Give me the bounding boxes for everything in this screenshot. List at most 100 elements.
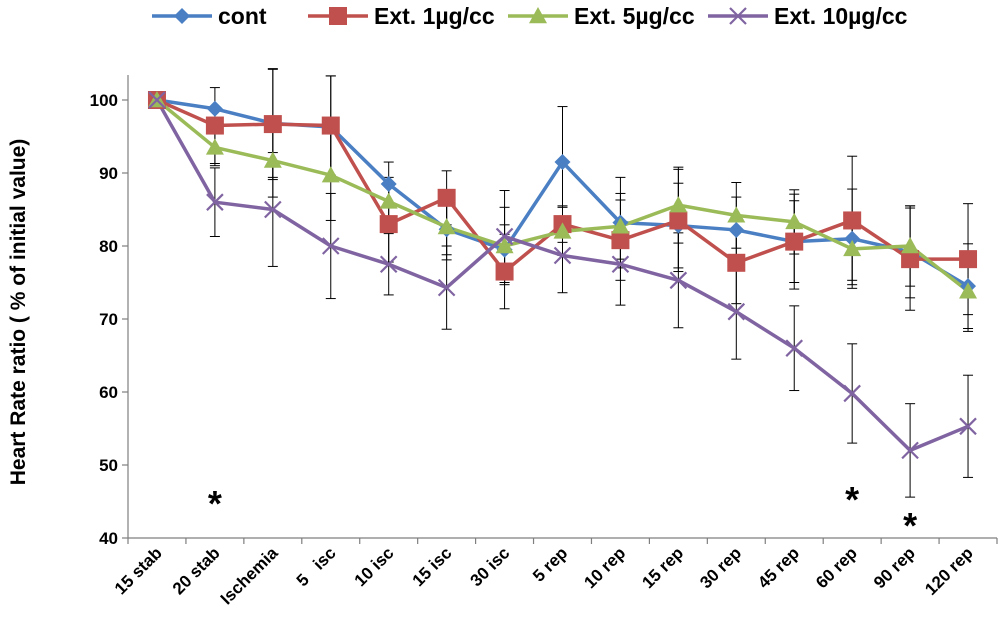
- data-point: [727, 253, 746, 272]
- legend-entry: Ext. 10µg/cc: [708, 3, 908, 29]
- y-tick-label: 60: [99, 383, 118, 402]
- legend-entry: Ext. 1µg/cc: [308, 3, 495, 29]
- x-marker-stroke: [321, 237, 340, 255]
- legend-label: cont: [218, 3, 267, 29]
- legend-marker: [174, 8, 190, 24]
- x-tick-label: 10 rep: [580, 543, 629, 592]
- data-point: [321, 237, 340, 255]
- data-point: [727, 302, 746, 321]
- data-point: [959, 417, 977, 436]
- data-point: [206, 100, 223, 117]
- data-point: [728, 221, 745, 238]
- data-point: [495, 237, 514, 254]
- y-tick-label: 50: [99, 456, 118, 475]
- y-tick-label: 80: [99, 237, 118, 256]
- x-marker-stroke: [727, 302, 746, 321]
- x-tick-label: 15 rep: [638, 543, 687, 592]
- data-point: [263, 151, 282, 168]
- annotations: * * *: [208, 479, 917, 546]
- legend-label: Ext. 10µg/cc: [774, 3, 908, 29]
- legend-entry: cont: [152, 3, 267, 29]
- data-point: [901, 441, 919, 460]
- x-marker-stroke: [843, 384, 861, 403]
- x-tick-label: 5 isc: [293, 543, 340, 590]
- x-tick-label: 10 isc: [351, 543, 398, 590]
- data-point: [843, 239, 862, 257]
- y-tick-label: 70: [99, 310, 118, 329]
- data-point: [727, 206, 746, 223]
- x-marker-stroke: [379, 255, 398, 274]
- data-point: [669, 271, 688, 290]
- x-tick-label: 30 rep: [696, 543, 745, 592]
- data-point: [669, 196, 688, 213]
- legend-label: Ext. 5µg/cc: [574, 3, 695, 29]
- y-tick-label: 100: [90, 91, 118, 110]
- x-marker-stroke: [148, 91, 166, 109]
- data-point: [206, 193, 224, 211]
- y-tick-label: 40: [99, 529, 118, 548]
- x-marker-stroke: [959, 417, 977, 436]
- data-point: [437, 278, 456, 297]
- y-axis-title: Heart Rate ratio ( % of initial value): [7, 139, 30, 486]
- x-marker-stroke: [785, 339, 804, 357]
- data-point: [148, 91, 166, 109]
- x-marker-stroke: [264, 200, 282, 219]
- data-point: [843, 384, 861, 403]
- legend-marker: [329, 7, 347, 25]
- data-point: [495, 227, 514, 246]
- legend-label: Ext. 1µg/cc: [374, 3, 495, 29]
- legend: cont Ext. 1µg/cc Ext. 5µg/cc Ext. 10µg/cc: [152, 3, 908, 29]
- x-tick-label: 45 rep: [754, 543, 803, 592]
- data-point: [380, 175, 397, 192]
- x-tick-label: 90 rep: [870, 543, 919, 592]
- data-point: [321, 116, 340, 135]
- data-point: [554, 154, 571, 171]
- x-marker-stroke: [901, 441, 919, 460]
- x-marker-stroke: [729, 7, 747, 25]
- data-point: [901, 237, 920, 254]
- legend-marker: [529, 7, 547, 24]
- data-point: [785, 339, 804, 357]
- x-marker-stroke: [206, 193, 224, 211]
- data-point: [379, 215, 398, 234]
- data-point: [611, 231, 630, 250]
- x-marker-stroke: [553, 246, 572, 265]
- data-point: [379, 192, 398, 209]
- data-point: [553, 246, 572, 265]
- x-tick-label: 30 isc: [467, 543, 514, 590]
- data-point: [205, 116, 224, 135]
- data-point: [901, 250, 920, 269]
- significance-asterisk: *: [903, 505, 917, 546]
- x-marker-stroke: [611, 255, 630, 274]
- data-point: [263, 115, 282, 134]
- x-tick-label: 15 stab: [111, 543, 166, 598]
- series-markers: [147, 91, 978, 460]
- data-point: [959, 250, 978, 269]
- data-point: [264, 200, 282, 219]
- x-tick-label: 5 rep: [529, 543, 571, 585]
- data-point: [437, 188, 456, 207]
- data-point: [785, 232, 804, 251]
- x-tick-label: 120 rep: [921, 543, 977, 599]
- legend-entry: Ext. 5µg/cc: [508, 3, 695, 29]
- significance-asterisk: *: [208, 483, 222, 524]
- x-tick-label: Ischemia: [217, 543, 282, 608]
- data-point: [553, 222, 572, 239]
- x-tick-label: 60 rep: [812, 543, 861, 592]
- data-point: [437, 218, 456, 235]
- data-point: [785, 212, 804, 230]
- data-point: [844, 230, 861, 247]
- data-point: [843, 211, 862, 230]
- data-point: [611, 217, 630, 234]
- significance-asterisk: *: [845, 479, 859, 520]
- data-point: [495, 262, 514, 281]
- x-tick-label: 20 stab: [169, 543, 224, 598]
- x-marker-stroke: [669, 271, 688, 290]
- x-tick-label: 15 isc: [409, 543, 456, 590]
- legend-marker: [729, 7, 747, 25]
- data-point: [611, 255, 630, 274]
- data-point: [379, 255, 398, 274]
- data-point: [321, 166, 340, 183]
